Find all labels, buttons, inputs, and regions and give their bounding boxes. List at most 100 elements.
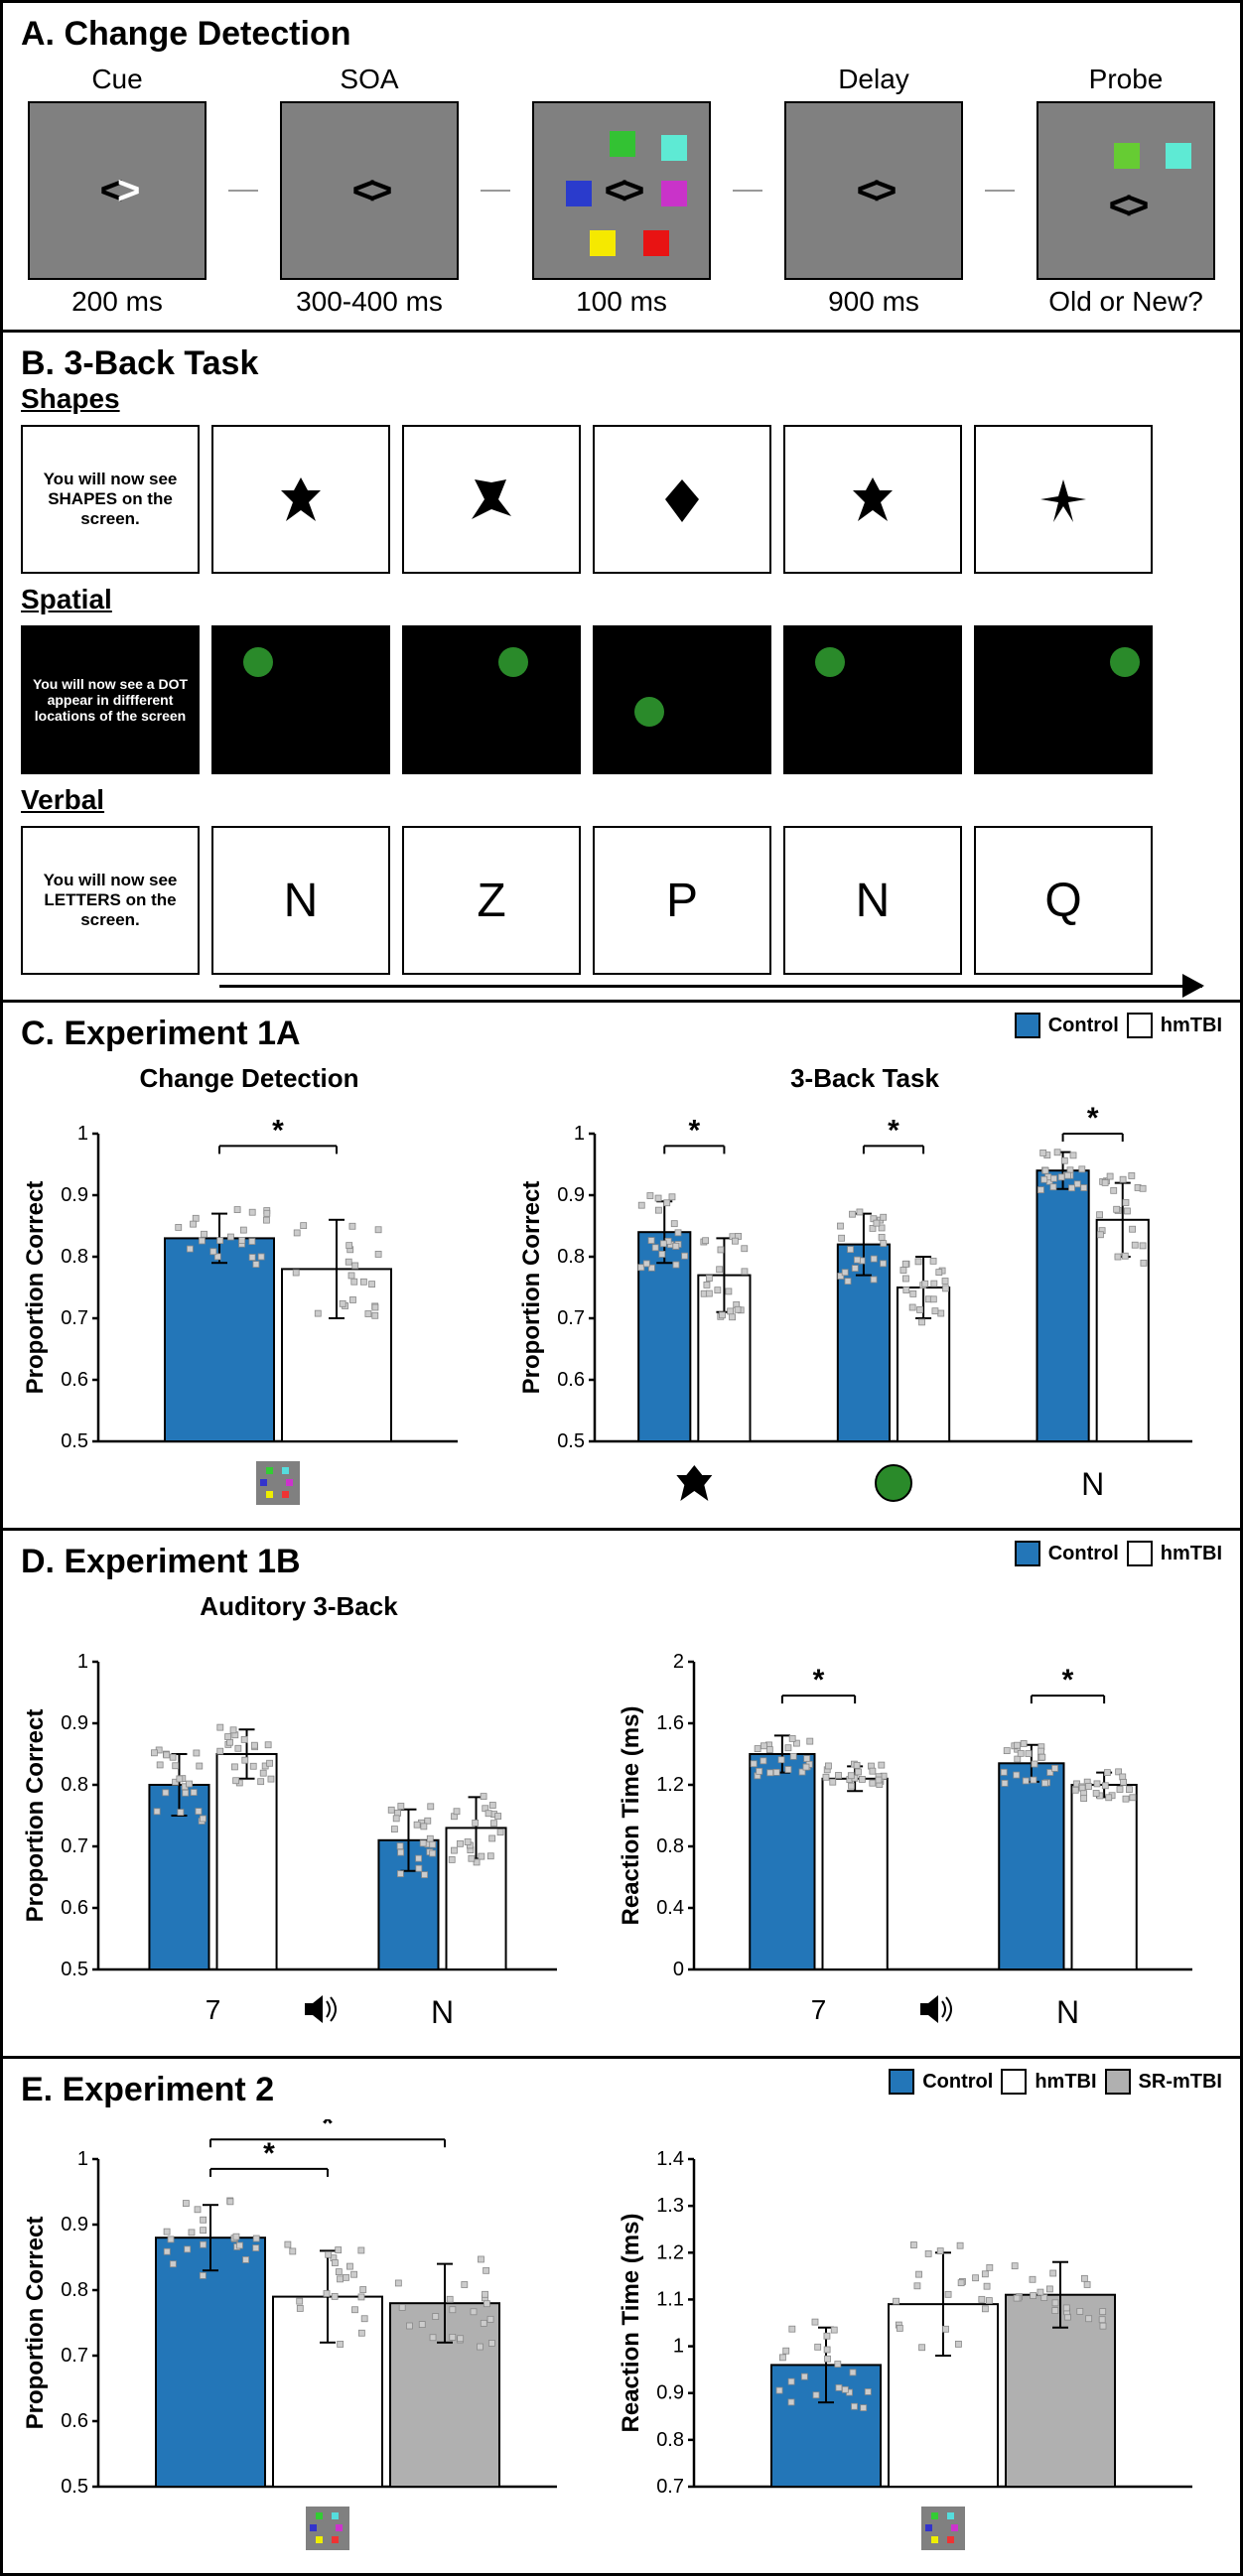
svg-text:1.6: 1.6: [656, 1712, 684, 1734]
chart-c-right-title: 3-Back Task: [517, 1063, 1212, 1094]
shape-tile: [974, 425, 1153, 574]
svg-text:0.8: 0.8: [656, 1835, 684, 1857]
svg-text:N: N: [1056, 1994, 1079, 2030]
stage-label: SOA: [340, 64, 398, 95]
fixation-icon: <>: [352, 169, 387, 213]
svg-text:0.6: 0.6: [61, 1897, 88, 1919]
svg-text:1: 1: [673, 2336, 684, 2358]
svg-text:*: *: [1062, 1664, 1074, 1696]
svg-text:1.3: 1.3: [656, 2195, 684, 2217]
svg-text:0.9: 0.9: [61, 2214, 88, 2236]
shape-tile: [402, 425, 581, 574]
soa-box: <>: [280, 101, 459, 280]
stage-label: Delay: [838, 64, 909, 95]
svg-text:7: 7: [811, 1994, 827, 2025]
svg-text:Proportion Correct: Proportion Correct: [22, 1709, 49, 1923]
svg-text:0.7: 0.7: [656, 2476, 684, 2498]
chart-d-left-title: Auditory 3-Back: [21, 1591, 577, 1622]
spatial-tile: [783, 625, 962, 774]
legend-hmtbi: hmTBI: [1161, 1015, 1222, 1037]
svg-text:0.8: 0.8: [557, 1246, 585, 1268]
svg-text:7: 7: [206, 1994, 221, 2025]
stage-time: Old or New?: [1048, 286, 1203, 318]
panel-b-title: B. 3-Back Task: [21, 344, 1222, 383]
svg-text:Proportion Correct: Proportion Correct: [518, 1181, 545, 1395]
fixation-icon: <>: [100, 169, 135, 213]
shape-icon: [1038, 475, 1088, 524]
fixation-icon: <>: [605, 169, 639, 213]
stage-time: 100 ms: [576, 286, 667, 318]
shape-icon: [848, 475, 898, 524]
svg-text:0.5: 0.5: [61, 1959, 88, 1980]
stage-label: Cue: [91, 64, 142, 95]
shapes-instr: You will now see SHAPES on the screen.: [21, 425, 200, 574]
svg-text:Reaction Time (ms): Reaction Time (ms): [618, 1706, 644, 1926]
stage-time: 200 ms: [71, 286, 163, 318]
panel-d-legend: Control hmTBI: [1015, 1541, 1222, 1566]
shape-icon: [657, 475, 707, 524]
legend-control: Control: [1048, 1543, 1119, 1565]
figure: A. Change Detection Cue <> 200 ms SOA <>…: [0, 0, 1243, 2576]
svg-text:0.7: 0.7: [61, 2345, 88, 2367]
svg-text:*: *: [263, 2137, 275, 2170]
dot-icon: [815, 647, 845, 677]
verbal-label: Verbal: [21, 784, 1222, 816]
svg-text:1.4: 1.4: [656, 2148, 684, 2170]
shape-icon: [467, 475, 516, 524]
svg-text:2: 2: [673, 1651, 684, 1673]
svg-text:0.9: 0.9: [557, 1184, 585, 1206]
svg-text:1: 1: [574, 1123, 585, 1145]
shape-icon: [276, 475, 326, 524]
dot-icon: [634, 697, 664, 727]
svg-text:0.7: 0.7: [557, 1307, 585, 1329]
svg-text:0.4: 0.4: [656, 1897, 684, 1919]
panel-e-legend: Control hmTBI SR-mTBI: [889, 2069, 1222, 2095]
svg-text:0.6: 0.6: [61, 2410, 88, 2432]
shapes-row: You will now see SHAPES on the screen.: [21, 425, 1222, 574]
chart-d-left: Auditory 3-Back 0.50.60.70.80.91Proporti…: [21, 1591, 577, 2044]
chart-c-left-title: Change Detection: [21, 1063, 478, 1094]
shapes-label: Shapes: [21, 383, 1222, 415]
spatial-tile: [402, 625, 581, 774]
dot-icon: [243, 647, 273, 677]
spatial-tile: [593, 625, 771, 774]
chart-e-right: 0.70.80.911.11.21.31.4Reaction Time (ms): [617, 2119, 1212, 2561]
spatial-tile: [211, 625, 390, 774]
verbal-tile: Z: [402, 826, 581, 975]
chart-d-right-title: [617, 1591, 1212, 1622]
spatial-instr: You will now see a DOT appear in difffer…: [21, 625, 200, 774]
dot-icon: [1110, 647, 1140, 677]
svg-text:1: 1: [77, 1123, 88, 1145]
svg-text:0.8: 0.8: [61, 2279, 88, 2301]
legend-sr: SR-mTBI: [1139, 2071, 1222, 2094]
svg-text:N: N: [1081, 1466, 1104, 1502]
svg-text:0.5: 0.5: [61, 1430, 88, 1452]
svg-text:*: *: [813, 1664, 825, 1696]
verbal-tile: N: [783, 826, 962, 975]
panel-c-legend: Control hmTBI: [1015, 1013, 1222, 1038]
svg-text:N: N: [431, 1994, 454, 2030]
panel-c: C. Experiment 1A Control hmTBI Change De…: [3, 1003, 1240, 1531]
svg-text:Proportion Correct: Proportion Correct: [22, 1181, 49, 1395]
svg-text:0.9: 0.9: [61, 1712, 88, 1734]
legend-hmtbi: hmTBI: [1035, 2071, 1096, 2094]
spatial-tile: [974, 625, 1153, 774]
verbal-tile: P: [593, 826, 771, 975]
panel-a-title: A. Change Detection: [21, 15, 1222, 54]
delay-box: <>: [784, 101, 963, 280]
verbal-row: You will now see LETTERS on the screen. …: [21, 826, 1222, 975]
svg-text:0.5: 0.5: [61, 2476, 88, 2498]
svg-text:0: 0: [673, 1959, 684, 1980]
svg-text:*: *: [688, 1114, 700, 1147]
stage-time: 300-400 ms: [296, 286, 443, 318]
chart-d-right: 00.40.81.21.62Reaction Time (ms)7N**: [617, 1591, 1212, 2044]
panel-d-title: D. Experiment 1B: [21, 1543, 301, 1581]
panel-e-title: E. Experiment 2: [21, 2071, 274, 2109]
fixation-icon: <>: [1109, 184, 1144, 228]
svg-text:0.8: 0.8: [61, 1774, 88, 1796]
svg-text:0.9: 0.9: [61, 1184, 88, 1206]
stage-time: 900 ms: [828, 286, 919, 318]
svg-text:0.7: 0.7: [61, 1307, 88, 1329]
legend-hmtbi: hmTBI: [1161, 1543, 1222, 1565]
svg-text:Proportion Correct: Proportion Correct: [22, 2217, 49, 2430]
